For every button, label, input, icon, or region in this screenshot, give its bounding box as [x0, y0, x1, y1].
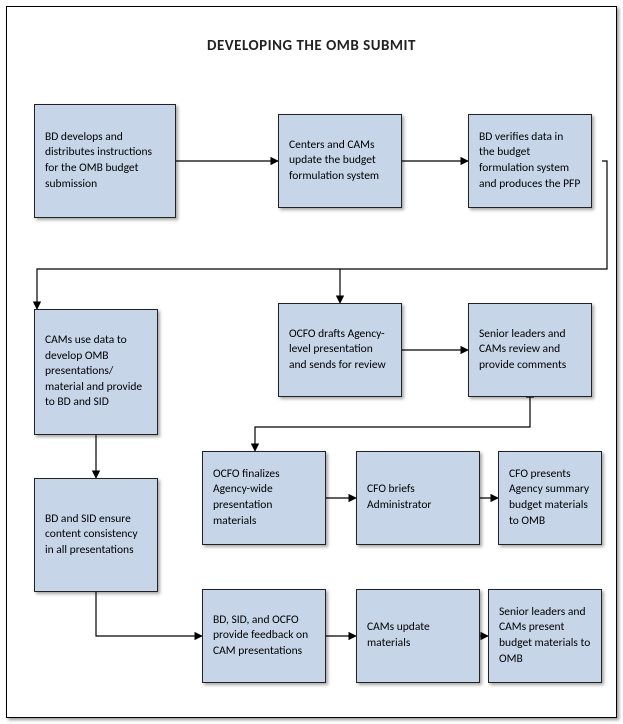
flow-node-label: Senior leaders and CAMs review and provi…: [479, 327, 581, 374]
flow-node-n2: Centers and CAMs update the budget formu…: [278, 114, 402, 208]
flow-node-n9: CFO briefs Administrator: [356, 451, 480, 545]
flow-node-label: OCFO drafts Agency-level presentation an…: [289, 327, 391, 374]
flow-node-n3: BD verifies data in the budget formulati…: [468, 114, 592, 208]
flow-node-label: BD and SID ensure content consistency in…: [45, 512, 147, 559]
flow-node-n6: Senior leaders and CAMs review and provi…: [468, 303, 592, 397]
flow-node-n12: CAMs update materials: [356, 589, 480, 683]
flow-node-n10: CFO presents Agency summary budget mater…: [498, 451, 602, 545]
flow-node-n8: OCFO finalizes Agency-wide presentation …: [202, 451, 326, 545]
flow-node-n13: Senior leaders and CAMs present budget m…: [488, 589, 602, 683]
flow-node-label: CAMs update materials: [367, 620, 469, 651]
flow-edge-e5: [255, 397, 530, 451]
flow-node-label: OCFO finalizes Agency-wide presentation …: [213, 467, 315, 529]
flow-node-label: Senior leaders and CAMs present budget m…: [499, 605, 591, 667]
flowchart-canvas: DEVELOPING THE OMB SUBMIT BD develops an…: [0, 0, 623, 724]
flow-node-n4: CAMs use data to develop OMB presentatio…: [34, 309, 158, 435]
flow-node-n7: BD and SID ensure content consistency in…: [34, 478, 158, 592]
flowchart-frame: DEVELOPING THE OMB SUBMIT BD develops an…: [6, 6, 617, 718]
flow-node-label: CFO briefs Administrator: [367, 482, 469, 513]
page-title: DEVELOPING THE OMB SUBMIT: [7, 37, 616, 55]
flow-node-label: BD verifies data in the budget formulati…: [479, 130, 581, 192]
flow-edge-e9: [96, 592, 202, 636]
flow-node-n1: BD develops and distributes instructions…: [34, 104, 176, 218]
flow-node-label: BD develops and distributes instructions…: [45, 130, 165, 192]
flow-node-label: CFO presents Agency summary budget mater…: [509, 467, 591, 529]
flow-node-label: CAMs use data to develop OMB presentatio…: [45, 333, 147, 411]
flow-node-n5: OCFO drafts Agency-level presentation an…: [278, 303, 402, 397]
flow-node-n11: BD, SID, and OCFO provide feedback on CA…: [202, 589, 326, 683]
flow-node-label: BD, SID, and OCFO provide feedback on CA…: [213, 613, 315, 660]
flow-node-label: Centers and CAMs update the budget formu…: [289, 138, 391, 185]
